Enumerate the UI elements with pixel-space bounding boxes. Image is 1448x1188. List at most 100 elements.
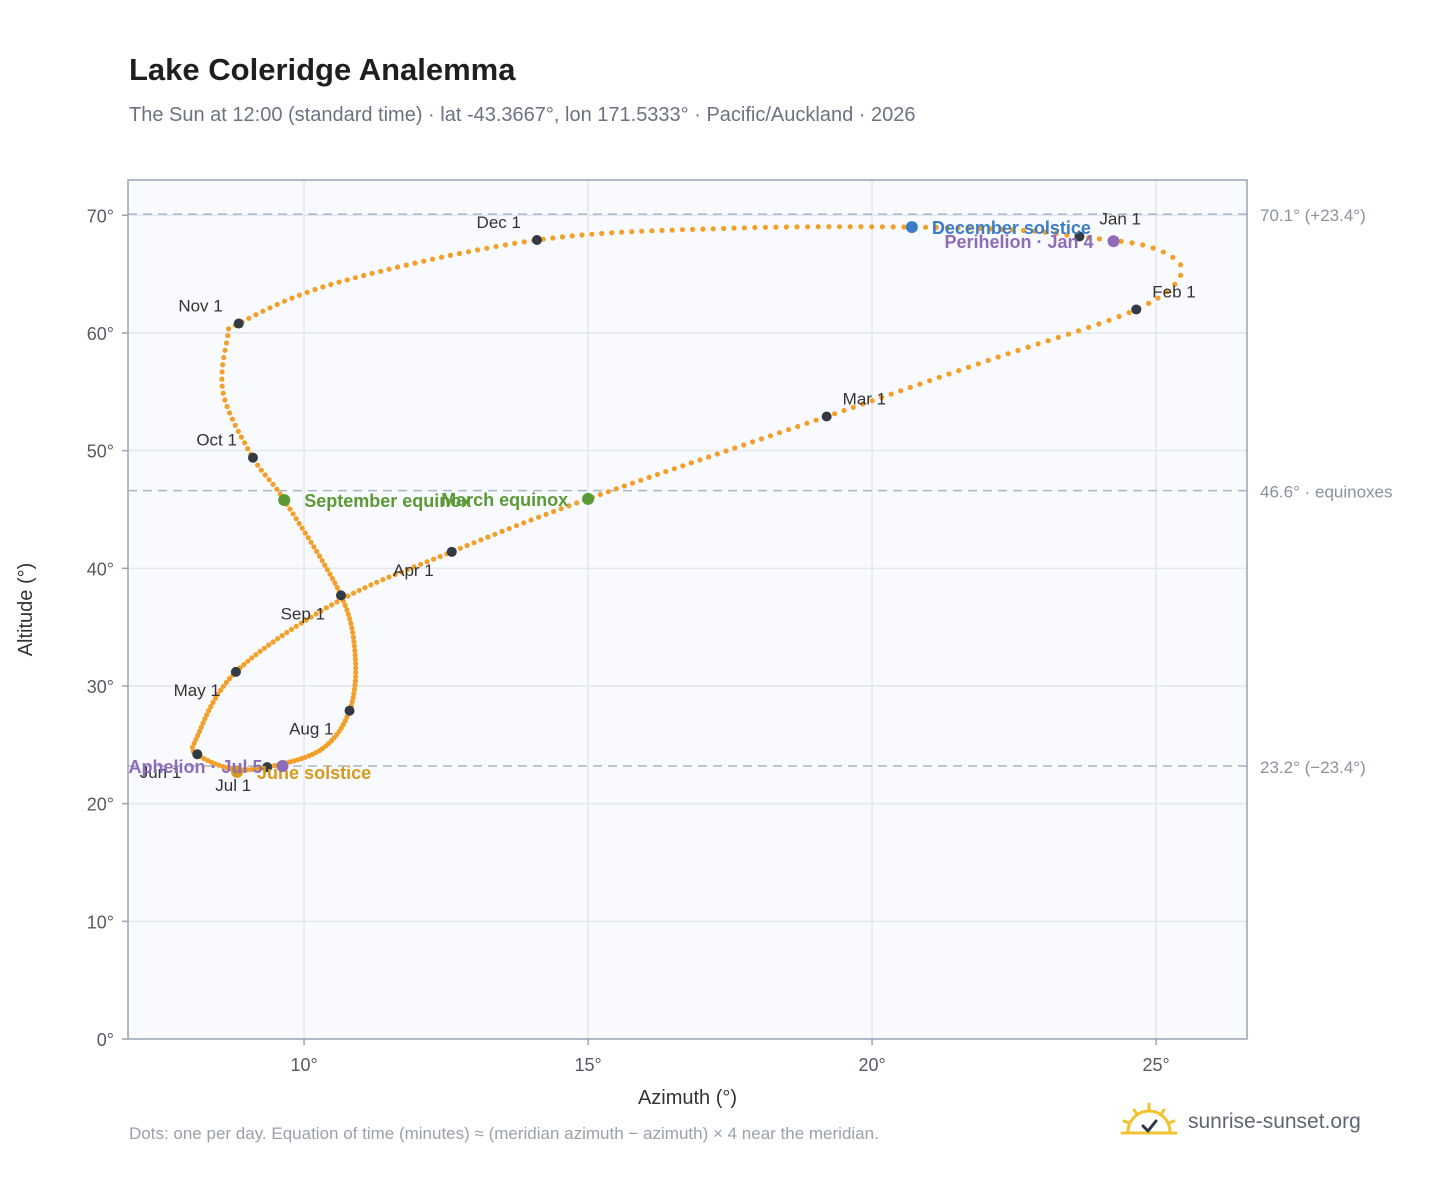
event-marker [231, 765, 244, 778]
brand[interactable]: sunrise-sunset.org [1120, 1102, 1361, 1142]
day-dot [794, 224, 800, 230]
day-dot [513, 523, 520, 529]
day-dot [189, 744, 195, 751]
day-dot [1025, 344, 1031, 350]
day-dot [579, 232, 585, 238]
y-tick-label: 0° [97, 1030, 114, 1050]
day-dot [222, 347, 228, 353]
day-dot [430, 256, 436, 262]
day-dot [353, 674, 359, 680]
day-dot [220, 390, 226, 396]
day-dot [378, 268, 384, 274]
day-dot [786, 427, 792, 433]
day-dot [238, 434, 244, 440]
day-dot [351, 643, 357, 649]
day-dot [502, 242, 508, 248]
day-dot [262, 472, 268, 478]
day-dot [559, 234, 566, 240]
day-dot [220, 362, 226, 368]
day-dot [890, 224, 896, 230]
day-dot [1164, 289, 1170, 295]
x-tick-label: 15° [574, 1055, 601, 1075]
day-dot [783, 224, 790, 230]
day-dot [219, 383, 225, 389]
day-dot [352, 275, 358, 281]
day-dot [478, 537, 484, 543]
day-dot [629, 229, 635, 235]
day-dot [270, 481, 276, 487]
day-dot [398, 569, 404, 575]
day-dot [550, 235, 556, 241]
day-dot [342, 602, 348, 609]
day-dot [314, 548, 320, 555]
day-dot [287, 506, 293, 512]
y-tick-label: 40° [87, 559, 114, 579]
month-markers: Jan 1 Feb 1 Mar 1 Apr 1 May 1 Jun 1 Jul 1 Aug 1… [140, 209, 1196, 795]
day-dot [252, 766, 258, 772]
y-tick-label: 10° [87, 912, 114, 932]
day-dot [220, 683, 226, 689]
day-dot [706, 454, 712, 460]
day-dot [492, 531, 498, 537]
y-tick-label: 30° [87, 677, 114, 697]
day-dot [208, 703, 214, 710]
day-dot [933, 224, 940, 230]
day-dot [324, 567, 330, 573]
day-dot [380, 577, 386, 583]
day-dot [334, 584, 340, 591]
day-dot [965, 364, 972, 370]
footnote: Dots: one per day. Equation of time (min… [129, 1124, 879, 1143]
day-dot [202, 716, 208, 722]
day-dot [499, 528, 505, 535]
event-marker [1107, 235, 1120, 248]
day-dot [298, 620, 304, 626]
day-dot [732, 445, 738, 451]
day-dot [353, 669, 359, 676]
day-dot [599, 230, 605, 237]
day-dot [847, 224, 853, 230]
y-tick-label: 20° [87, 795, 114, 815]
day-dot [860, 401, 866, 407]
day-dot [368, 582, 374, 588]
day-dot [241, 662, 247, 668]
month-marker [247, 452, 258, 463]
x-tick-label: 20° [858, 1055, 885, 1075]
month-label: Mar 1 [843, 390, 886, 409]
day-dot [850, 404, 856, 410]
day-dot [274, 301, 280, 308]
reference-line-label: 46.6° · equinoxes [1260, 483, 1393, 502]
day-dot [619, 229, 625, 235]
day-dot [329, 602, 335, 608]
day-dot [758, 436, 765, 442]
day-dot [193, 736, 199, 743]
day-dot [289, 295, 295, 301]
chart-title: Lake Coleridge Analemma [129, 52, 516, 87]
day-dot [212, 761, 218, 767]
day-dot [1005, 351, 1011, 357]
day-dot [303, 617, 309, 623]
day-dot [795, 423, 801, 430]
day-dot [1035, 341, 1041, 347]
day-dot [1086, 324, 1092, 330]
day-dot [471, 540, 477, 546]
day-dot [558, 506, 564, 512]
day-dot [256, 766, 262, 772]
day-dot [316, 553, 323, 559]
day-dot [1150, 245, 1156, 251]
day-dot [412, 260, 418, 266]
day-dot [279, 633, 285, 639]
day-dot [869, 224, 875, 230]
day-dot [917, 381, 923, 387]
y-tick-label: 50° [87, 442, 114, 462]
month-label: Jun 1 [140, 763, 182, 782]
day-dot [1055, 334, 1061, 340]
day-dot [669, 227, 675, 233]
day-dot [566, 503, 572, 509]
day-dot [322, 562, 328, 568]
month-marker [262, 762, 273, 773]
event-label: June solstice [257, 763, 371, 783]
day-dot [464, 542, 470, 549]
day-dot [305, 535, 311, 541]
